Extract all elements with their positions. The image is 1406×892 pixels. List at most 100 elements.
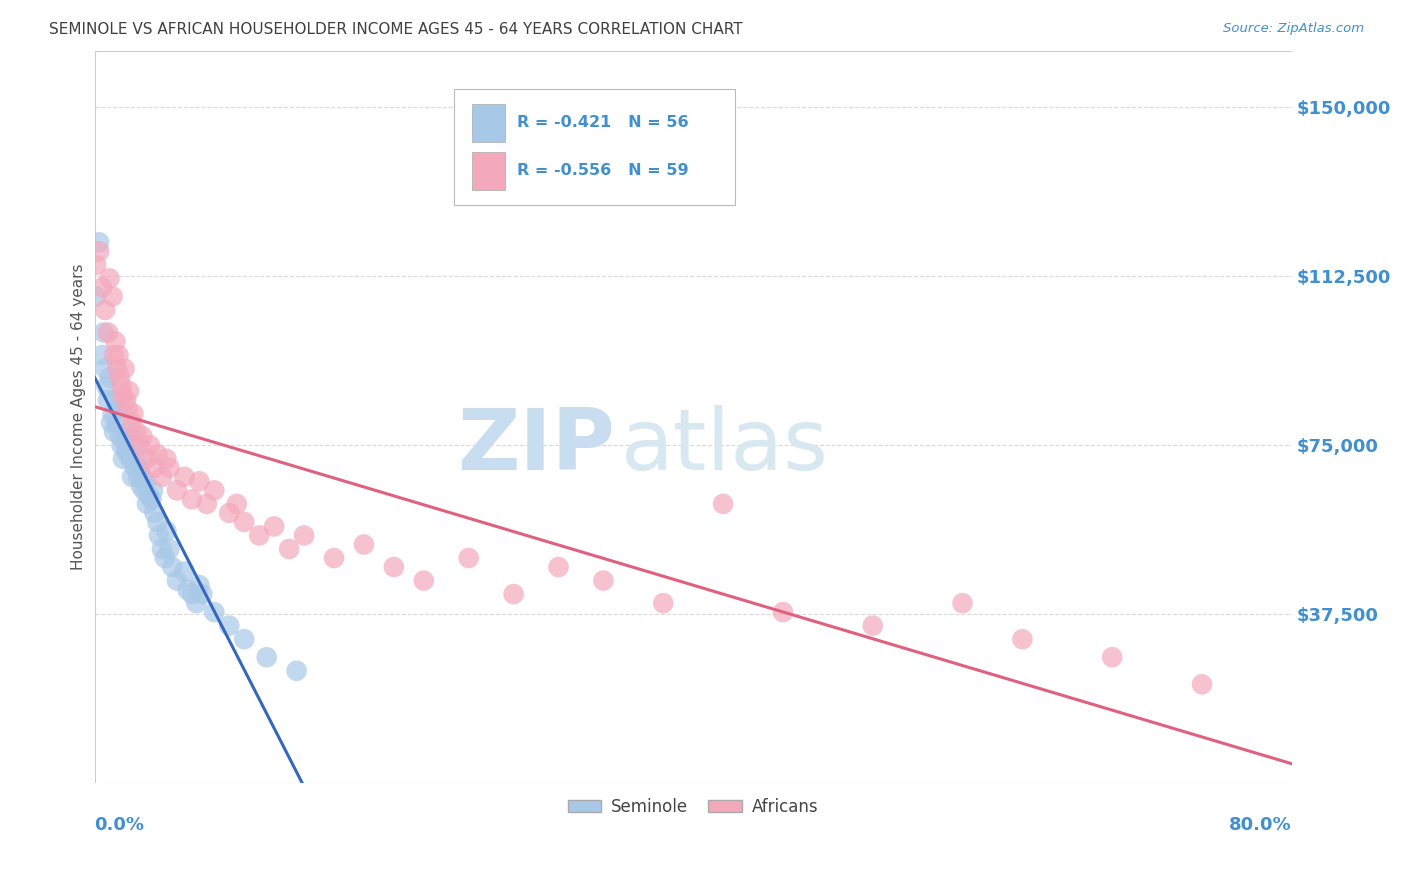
- Point: [108, 370, 131, 384]
- Point: [233, 515, 256, 529]
- Point: [233, 632, 256, 647]
- Point: [84, 258, 107, 272]
- Point: [412, 574, 434, 588]
- Point: [118, 425, 141, 439]
- Point: [128, 438, 150, 452]
- FancyBboxPatch shape: [454, 89, 735, 204]
- Point: [180, 587, 202, 601]
- Point: [173, 470, 195, 484]
- Point: [125, 451, 148, 466]
- Point: [292, 528, 315, 542]
- Point: [104, 393, 127, 408]
- Point: [104, 334, 127, 349]
- Point: [547, 560, 569, 574]
- Point: [502, 587, 524, 601]
- Point: [143, 506, 166, 520]
- Text: 0.0%: 0.0%: [94, 816, 145, 835]
- Point: [191, 587, 214, 601]
- Point: [188, 475, 211, 489]
- Point: [225, 497, 247, 511]
- Point: [166, 483, 188, 498]
- Point: [115, 393, 138, 408]
- Point: [129, 479, 152, 493]
- Legend: Seminole, Africans: Seminole, Africans: [561, 791, 825, 822]
- Point: [278, 541, 301, 556]
- Point: [134, 475, 156, 489]
- Point: [150, 541, 173, 556]
- Point: [1191, 677, 1213, 691]
- Point: [111, 389, 134, 403]
- Text: atlas: atlas: [621, 405, 830, 488]
- Point: [155, 451, 177, 466]
- Point: [173, 565, 195, 579]
- Point: [93, 326, 115, 340]
- Point: [195, 497, 218, 511]
- Point: [101, 407, 124, 421]
- Point: [97, 326, 120, 340]
- Point: [1011, 632, 1033, 647]
- Text: ZIP: ZIP: [457, 405, 616, 488]
- Point: [132, 483, 155, 498]
- Point: [285, 664, 308, 678]
- Point: [256, 650, 278, 665]
- Point: [157, 460, 180, 475]
- Point: [117, 447, 139, 461]
- Point: [353, 537, 375, 551]
- Point: [114, 434, 136, 448]
- Point: [772, 605, 794, 619]
- Point: [142, 483, 165, 498]
- Point: [218, 506, 240, 520]
- Point: [94, 303, 117, 318]
- Point: [105, 416, 128, 430]
- Point: [121, 416, 143, 430]
- Point: [711, 497, 734, 511]
- Point: [124, 460, 146, 475]
- Point: [139, 438, 162, 452]
- Point: [98, 370, 121, 384]
- Point: [117, 402, 139, 417]
- Point: [202, 605, 225, 619]
- Point: [110, 379, 132, 393]
- Text: SEMINOLE VS AFRICAN HOUSEHOLDER INCOME AGES 45 - 64 YEARS CORRELATION CHART: SEMINOLE VS AFRICAN HOUSEHOLDER INCOME A…: [49, 22, 742, 37]
- Point: [122, 438, 145, 452]
- Point: [592, 574, 614, 588]
- Point: [1101, 650, 1123, 665]
- Point: [103, 348, 125, 362]
- Point: [166, 574, 188, 588]
- Point: [120, 451, 142, 466]
- Point: [457, 551, 479, 566]
- Point: [98, 271, 121, 285]
- Point: [136, 497, 159, 511]
- Point: [96, 379, 118, 393]
- Point: [862, 618, 884, 632]
- Point: [94, 361, 117, 376]
- Point: [138, 488, 160, 502]
- Point: [105, 361, 128, 376]
- Point: [247, 528, 270, 542]
- Point: [115, 442, 138, 457]
- Point: [952, 596, 974, 610]
- Point: [136, 451, 159, 466]
- Text: R = -0.421   N = 56: R = -0.421 N = 56: [517, 115, 689, 130]
- Point: [146, 447, 169, 461]
- Text: R = -0.556   N = 59: R = -0.556 N = 59: [517, 163, 689, 178]
- Point: [128, 460, 150, 475]
- Point: [155, 524, 177, 538]
- Point: [87, 244, 110, 259]
- Point: [103, 425, 125, 439]
- Point: [157, 541, 180, 556]
- Point: [122, 407, 145, 421]
- Point: [91, 280, 114, 294]
- Text: Source: ZipAtlas.com: Source: ZipAtlas.com: [1223, 22, 1364, 36]
- Point: [101, 289, 124, 303]
- Point: [143, 460, 166, 475]
- Point: [91, 348, 114, 362]
- Point: [110, 438, 132, 452]
- Point: [186, 596, 208, 610]
- Point: [652, 596, 675, 610]
- Bar: [471, 152, 505, 189]
- Point: [148, 528, 170, 542]
- Point: [87, 235, 110, 250]
- Point: [127, 470, 149, 484]
- Point: [131, 470, 153, 484]
